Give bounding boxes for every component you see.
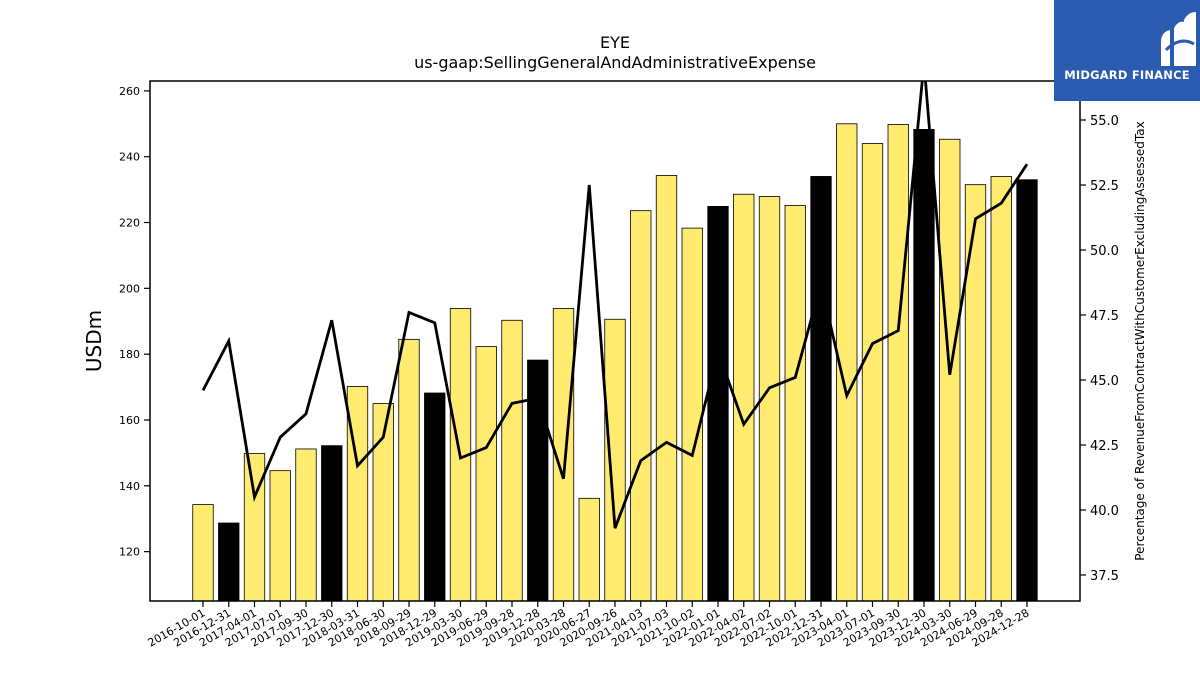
y-tick-label: 260 xyxy=(119,85,140,98)
y-tick-label: 240 xyxy=(119,151,140,164)
y2-tick-label: 45.0 xyxy=(1090,374,1119,389)
line-series xyxy=(201,81,1029,529)
y-tick-label: 180 xyxy=(119,348,140,361)
bar xyxy=(475,346,497,602)
y-tick-label: 140 xyxy=(119,480,140,493)
bar xyxy=(269,470,291,602)
bar xyxy=(630,210,652,602)
line-group xyxy=(201,81,1029,529)
right-axis: 37.5 40.0 42.5 45.0 47.5 50.0 52.5 55.0 xyxy=(1080,114,1119,584)
y2-tick-label: 40.0 xyxy=(1090,504,1119,519)
y2-tick-label: 42.5 xyxy=(1090,439,1119,454)
bar-group xyxy=(192,123,1038,602)
bar xyxy=(295,448,317,602)
bar xyxy=(527,359,549,602)
bar xyxy=(681,227,703,602)
bar xyxy=(733,193,755,602)
bar xyxy=(784,205,806,602)
y2-tick-label: 55.0 xyxy=(1090,114,1119,129)
y-tick-label: 160 xyxy=(119,414,140,427)
chart-title: EYE xyxy=(600,33,630,52)
logo-text: MIDGARD FINANCE xyxy=(1064,68,1190,82)
bar xyxy=(218,522,240,602)
y2-tick-label: 52.5 xyxy=(1090,179,1119,194)
bar xyxy=(398,338,420,602)
bar xyxy=(964,184,987,602)
midgard-finance-logo: MIDGARD FINANCE xyxy=(1054,0,1200,101)
y2-tick-label: 47.5 xyxy=(1090,309,1119,324)
bar xyxy=(321,445,343,602)
y-tick-label: 120 xyxy=(119,546,140,559)
bar xyxy=(655,175,678,602)
y2-tick-label: 50.0 xyxy=(1090,244,1119,259)
bar xyxy=(578,497,600,602)
logo-mark-icon xyxy=(1161,12,1196,67)
y-axis-label: USDm xyxy=(82,310,106,372)
bar xyxy=(243,453,266,602)
x-axis: 2016-10-012016-12-312017-04-012017-07-01… xyxy=(146,601,1032,650)
bar xyxy=(887,124,909,602)
bar xyxy=(861,143,884,602)
y2-axis-label: Percentage of RevenueFromContractWithCus… xyxy=(1133,121,1147,560)
left-axis: 120 140 160 180 200 220 240 260 xyxy=(119,85,150,559)
bar xyxy=(707,205,729,602)
bar xyxy=(501,319,523,602)
chart-subtitle: us-gaap:SellingGeneralAndAdministrativeE… xyxy=(414,53,816,72)
bar xyxy=(604,318,626,602)
bar xyxy=(913,128,935,602)
bar xyxy=(990,176,1012,602)
bar xyxy=(810,176,832,602)
y-tick-label: 200 xyxy=(119,282,140,295)
y-tick-label: 220 xyxy=(119,217,140,230)
bar xyxy=(1016,179,1038,602)
y2-tick-label: 37.5 xyxy=(1090,569,1119,584)
bar xyxy=(424,392,446,602)
bar xyxy=(192,504,214,602)
